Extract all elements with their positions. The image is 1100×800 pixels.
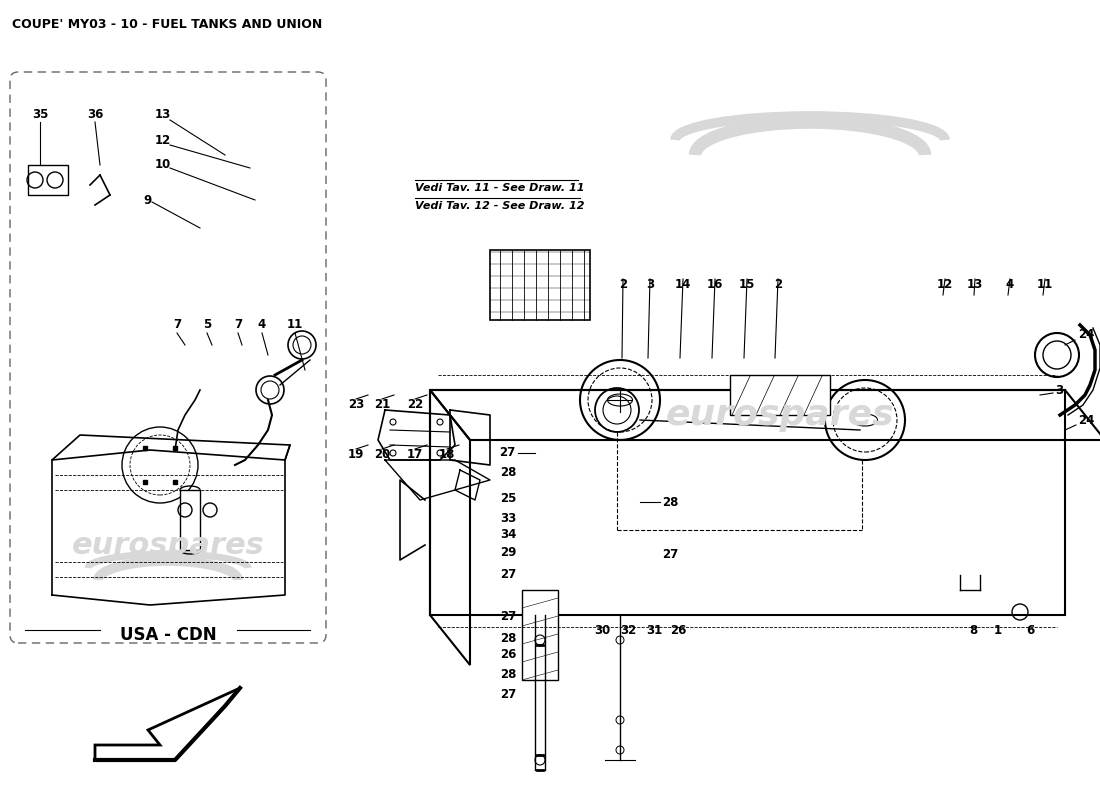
Text: 13: 13 — [155, 109, 172, 122]
Text: 24: 24 — [1078, 414, 1094, 426]
Bar — [522, 590, 558, 680]
Text: 24: 24 — [1078, 329, 1094, 342]
Text: 27: 27 — [499, 446, 515, 459]
Text: 22: 22 — [407, 398, 424, 411]
Text: 2: 2 — [774, 278, 782, 291]
Text: Vedi Tav. 11 - See Draw. 11: Vedi Tav. 11 - See Draw. 11 — [415, 183, 584, 193]
Text: 33: 33 — [499, 511, 516, 525]
Bar — [730, 375, 830, 415]
Text: 12: 12 — [937, 278, 953, 291]
Text: 3: 3 — [646, 278, 654, 291]
Text: 19: 19 — [348, 449, 364, 462]
Text: 6: 6 — [1026, 623, 1034, 637]
Text: Vedi Tav. 12 - See Draw. 12: Vedi Tav. 12 - See Draw. 12 — [415, 201, 584, 211]
Text: 28: 28 — [499, 466, 516, 478]
Text: 28: 28 — [662, 495, 679, 509]
Text: 21: 21 — [374, 398, 390, 411]
Text: 5: 5 — [202, 318, 211, 331]
Text: 27: 27 — [499, 569, 516, 582]
Text: 36: 36 — [87, 109, 103, 122]
Text: 27: 27 — [499, 689, 516, 702]
Bar — [490, 250, 590, 320]
Text: 11: 11 — [1037, 278, 1053, 291]
Text: USA - CDN: USA - CDN — [120, 626, 217, 644]
Text: 10: 10 — [155, 158, 172, 171]
Text: 9: 9 — [143, 194, 151, 206]
Text: 11: 11 — [287, 318, 304, 331]
Text: 28: 28 — [499, 631, 516, 645]
Text: 34: 34 — [499, 529, 516, 542]
Text: 3: 3 — [1055, 383, 1063, 397]
Text: 29: 29 — [499, 546, 516, 559]
Text: 25: 25 — [499, 491, 516, 505]
Text: eurospares: eurospares — [72, 530, 264, 559]
Text: 12: 12 — [155, 134, 172, 146]
Text: 31: 31 — [646, 623, 662, 637]
Text: 23: 23 — [348, 398, 364, 411]
Text: 4: 4 — [1005, 278, 1014, 291]
Text: 2: 2 — [619, 278, 627, 291]
Text: 26: 26 — [499, 649, 516, 662]
Text: 7: 7 — [234, 318, 242, 331]
Text: eurospares: eurospares — [666, 398, 894, 432]
Text: 27: 27 — [662, 549, 679, 562]
Text: 7: 7 — [173, 318, 182, 331]
Text: 30: 30 — [594, 623, 610, 637]
Polygon shape — [95, 688, 240, 760]
Text: 16: 16 — [707, 278, 723, 291]
Bar — [28, 165, 68, 195]
Text: 14: 14 — [674, 278, 691, 291]
Text: 18: 18 — [439, 449, 455, 462]
Text: 28: 28 — [499, 669, 516, 682]
Text: 27: 27 — [499, 610, 516, 623]
Text: 32: 32 — [620, 623, 636, 637]
FancyBboxPatch shape — [10, 72, 326, 643]
Text: 35: 35 — [32, 109, 48, 122]
Text: 13: 13 — [967, 278, 983, 291]
Text: 26: 26 — [670, 623, 686, 637]
Text: COUPE' MY03 - 10 - FUEL TANKS AND UNION: COUPE' MY03 - 10 - FUEL TANKS AND UNION — [12, 18, 322, 31]
Bar — [180, 490, 200, 550]
Text: 1: 1 — [994, 623, 1002, 637]
Text: 20: 20 — [374, 449, 390, 462]
Text: 4: 4 — [257, 318, 266, 331]
Text: 15: 15 — [739, 278, 756, 291]
Text: 17: 17 — [407, 449, 424, 462]
Text: 8: 8 — [969, 623, 977, 637]
